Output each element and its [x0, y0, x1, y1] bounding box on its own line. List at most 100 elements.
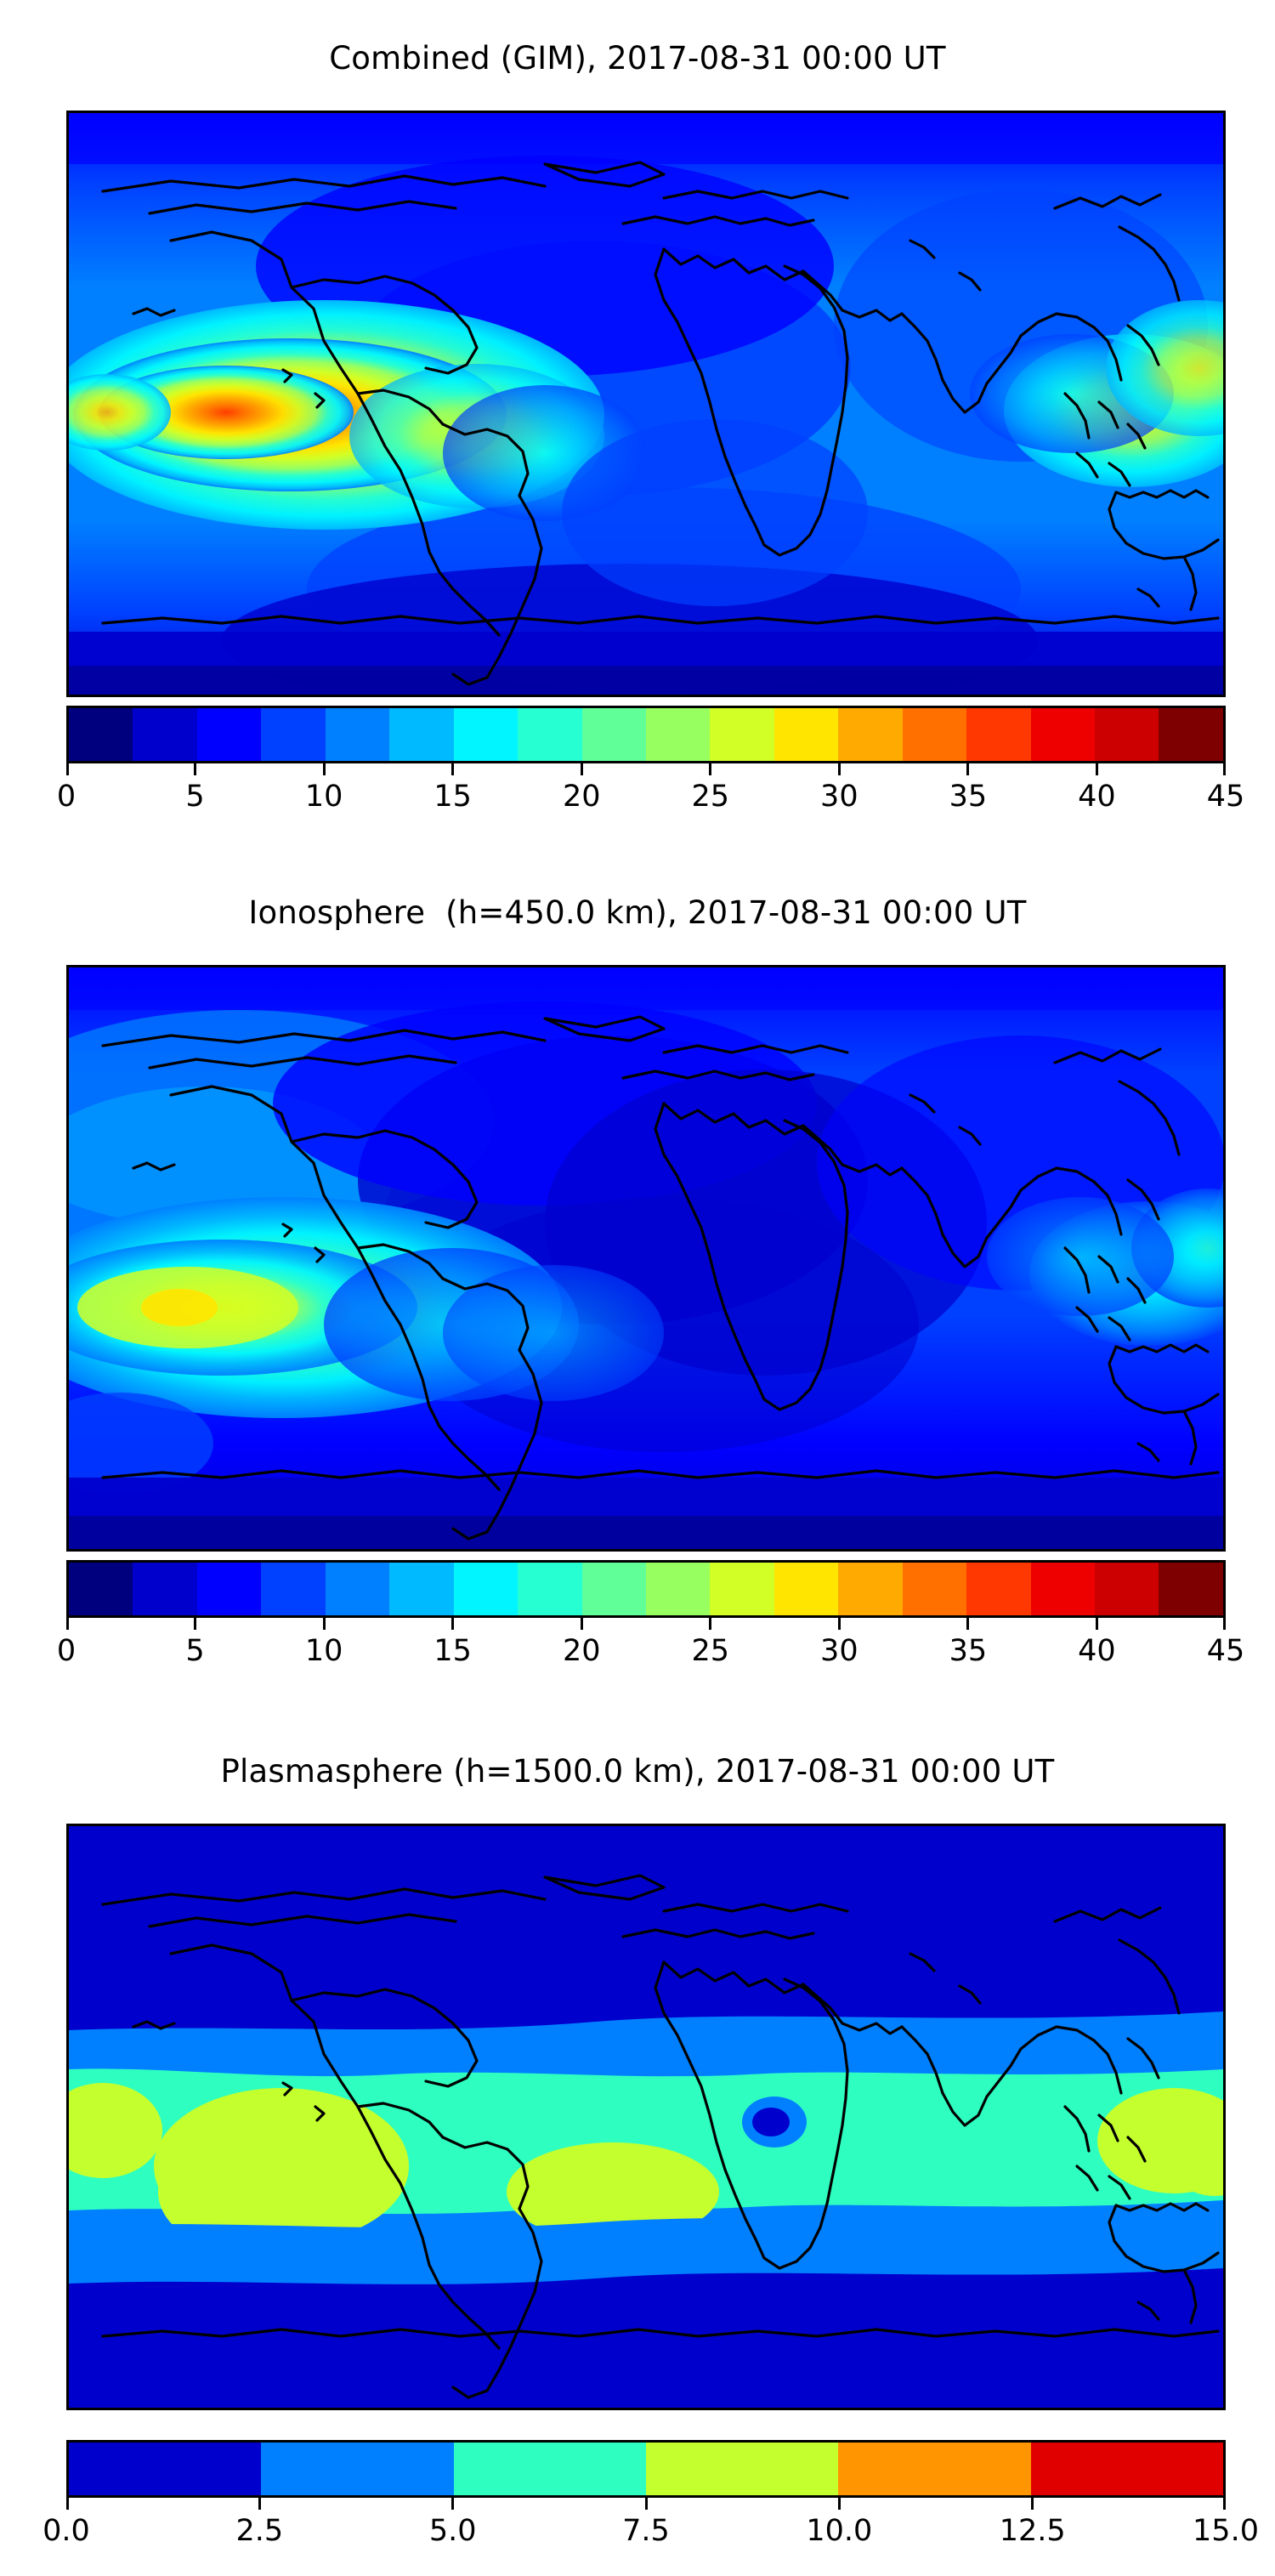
colorbar-tick-label: 0	[56, 1634, 76, 1668]
colorbar-tick	[966, 763, 970, 775]
colorbar-tick	[66, 763, 69, 775]
colorbar-tick-label: 5.0	[428, 2514, 477, 2548]
map-svg-plasmasphere	[69, 1826, 1223, 2408]
colorbar-tick	[1223, 1618, 1226, 1630]
panel-title-ionosphere: Ionosphere (h=450.0 km), 2017-08-31 00:0…	[248, 894, 1027, 931]
colorbar-tick	[709, 763, 712, 775]
colorbar-tick	[837, 763, 841, 775]
colorbar-tick	[1223, 763, 1226, 775]
colorbar-band	[133, 708, 197, 761]
colorbar-combined: 0 5 10 15 20 25 30 35 40 45	[57, 706, 1244, 842]
map-svg-ionosphere	[69, 967, 1223, 1549]
colorbar-band	[966, 1563, 1031, 1615]
colorbar-band	[645, 1563, 711, 1615]
panel-combined-gim: Combined (GIM), 2017-08-31 00:00 UT	[0, 0, 1275, 859]
map-plasmasphere	[66, 1824, 1226, 2410]
colorbar-tick	[1223, 2498, 1226, 2510]
colorbar-tick-label: 15.0	[1193, 2514, 1259, 2548]
colorbar-tick	[66, 2498, 69, 2510]
colorbar-tick	[451, 1618, 455, 1630]
colorbar-band	[69, 2443, 262, 2495]
colorbar-tick-label: 12.5	[999, 2514, 1066, 2548]
colorbar-band	[196, 708, 262, 761]
colorbar-tick	[194, 1618, 197, 1630]
colorbar-band	[1095, 1563, 1159, 1615]
colorbar-tick-label: 25	[691, 780, 730, 814]
colorbar-strip-plasmasphere	[66, 2440, 1226, 2498]
colorbar-band	[1030, 708, 1095, 761]
colorbar-band	[838, 708, 903, 761]
colorbar-band	[261, 1563, 326, 1615]
colorbar-strip-ionosphere	[66, 1560, 1226, 1618]
panel-plasmasphere: Plasmasphere (h=1500.0 km), 2017-08-31 0…	[0, 1734, 1275, 2550]
colorbar-tick-label: 5	[185, 780, 205, 814]
panel-title-plasmasphere: Plasmasphere (h=1500.0 km), 2017-08-31 0…	[220, 1753, 1055, 1790]
colorbar-band	[966, 708, 1031, 761]
colorbar-tick-label: 10	[304, 780, 343, 814]
colorbar-tick	[1095, 763, 1098, 775]
colorbar-tick	[580, 1618, 583, 1630]
colorbar-tick	[322, 763, 326, 775]
colorbar-tick-label: 5	[185, 1634, 205, 1668]
colorbar-band	[518, 1563, 582, 1615]
colorbar-tick-label: 7.5	[622, 2514, 670, 2548]
colorbar-tick-label: 15	[434, 1634, 472, 1668]
colorbar-band	[389, 708, 454, 761]
map-combined-gim	[66, 111, 1226, 697]
colorbar-tick-label: 20	[562, 1634, 601, 1668]
colorbar-tick	[580, 763, 583, 775]
colorbar-tick	[194, 763, 197, 775]
colorbar-tick-label: 35	[949, 1634, 988, 1668]
map-svg-combined	[69, 113, 1223, 695]
colorbar-tick-label: 25	[691, 1634, 730, 1668]
colorbar-tick	[837, 2498, 841, 2510]
colorbar-tick-label: 0	[56, 780, 76, 814]
colorbar-band	[774, 1563, 839, 1615]
colorbar-band	[261, 2443, 454, 2495]
colorbar-band	[133, 1563, 197, 1615]
panel-ionosphere: Ionosphere (h=450.0 km), 2017-08-31 00:0…	[0, 867, 1275, 1726]
colorbar-tick	[837, 1618, 841, 1630]
coastlines-plasmasphere	[101, 1874, 1220, 2399]
colorbar-band	[518, 708, 582, 761]
colorbar-axis-combined: 0 5 10 15 20 25 30 35 40 45	[57, 763, 1244, 840]
colorbar-band	[325, 1563, 390, 1615]
colorbar-tick-label: 40	[1078, 1634, 1116, 1668]
colorbar-band	[1030, 2443, 1223, 2495]
colorbar-tick	[322, 1618, 326, 1630]
colorbar-tick-label: 45	[1206, 780, 1245, 814]
colorbar-tick-label: 0.0	[42, 2514, 90, 2548]
colorbar-band	[645, 2443, 839, 2495]
colorbar-band	[581, 1563, 646, 1615]
colorbar-band	[261, 708, 326, 761]
colorbar-band	[1095, 708, 1159, 761]
colorbar-band	[69, 708, 133, 761]
colorbar-band	[1159, 1563, 1223, 1615]
panel-title-combined: Combined (GIM), 2017-08-31 00:00 UT	[329, 40, 946, 77]
colorbar-tick	[258, 2498, 261, 2510]
coastlines-combined	[101, 161, 1220, 686]
coastlines-ionosphere	[101, 1015, 1220, 1540]
colorbar-tick	[709, 1618, 712, 1630]
colorbar-tick	[1031, 2498, 1034, 2510]
colorbar-tick-label: 35	[949, 780, 988, 814]
colorbar-tick-label: 15	[434, 780, 472, 814]
colorbar-band	[389, 1563, 454, 1615]
colorbar-band	[453, 708, 518, 761]
colorbar-tick	[966, 1618, 970, 1630]
colorbar-tick-label: 30	[820, 780, 858, 814]
colorbar-tick-label: 10	[304, 1634, 343, 1668]
colorbar-tick	[644, 2498, 648, 2510]
colorbar-strip-combined	[66, 706, 1226, 763]
colorbar-tick-label: 45	[1206, 1634, 1245, 1668]
colorbar-tick-label: 30	[820, 1634, 858, 1668]
colorbar-axis-plasmasphere: 0.0 2.5 5.0 7.5 10.0 12.5 15.0	[42, 2498, 1259, 2574]
colorbar-tick	[451, 2498, 455, 2510]
colorbar-band	[1030, 1563, 1095, 1615]
colorbar-band	[710, 1563, 774, 1615]
colorbar-band	[902, 708, 967, 761]
colorbar-tick-label: 20	[562, 780, 601, 814]
colorbar-band	[581, 708, 646, 761]
colorbar-band	[325, 708, 390, 761]
colorbar-tick	[451, 763, 455, 775]
